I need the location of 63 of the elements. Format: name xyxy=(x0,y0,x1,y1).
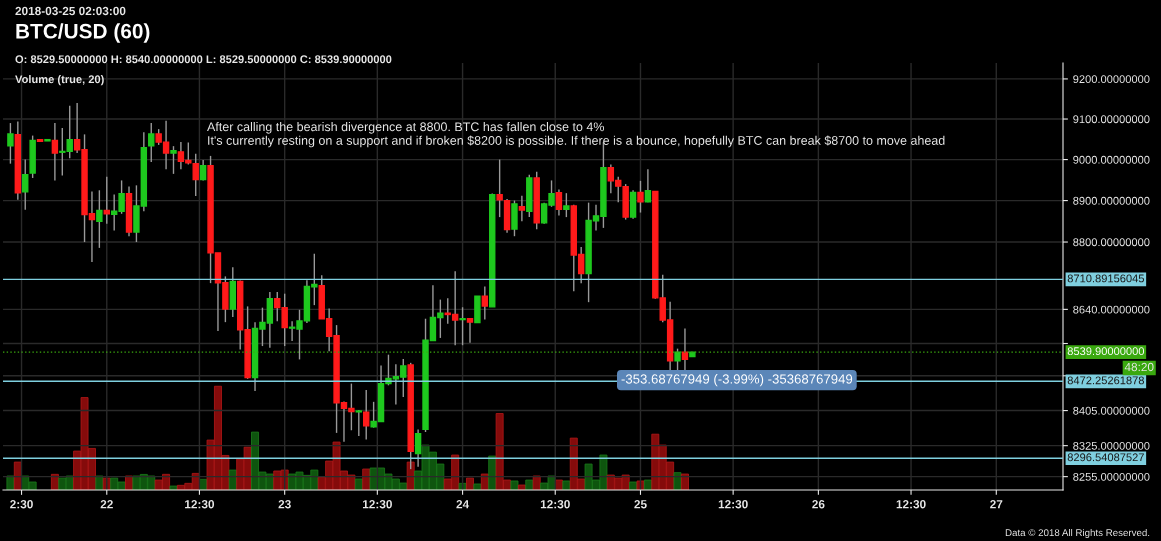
bar xyxy=(6,475,15,490)
bar xyxy=(673,472,682,490)
y-tick-label: 9100.00000000 xyxy=(1073,115,1150,124)
bar xyxy=(473,483,482,490)
ref-line-label: 8710.89156045 xyxy=(1067,274,1145,283)
candlestick xyxy=(355,409,363,437)
y-tick-label: 8800.00000000 xyxy=(1073,238,1150,247)
x-tick-label: 12:30 xyxy=(540,500,570,509)
candlestick xyxy=(496,158,503,218)
x-tick-label: 12:30 xyxy=(896,500,926,509)
x-tick-label: 26 xyxy=(812,500,825,509)
candlestick xyxy=(7,122,14,165)
candlestick xyxy=(363,389,370,441)
annotation: Volume (true, 20) xyxy=(15,75,104,86)
bar xyxy=(562,480,571,490)
x-tick-label: 2:30 xyxy=(10,500,33,509)
ref-line-label: 8472.25261878 xyxy=(1067,376,1144,385)
y-tick-label: 8640.00000000 xyxy=(1073,305,1150,314)
x-tick-label: 12:30 xyxy=(718,500,748,509)
x-tick-label: 23 xyxy=(278,500,291,509)
annotation: O: 8529.50000000 H: 8540.00000000 L: 8529.50000000 C: 8539.90000000 xyxy=(15,55,392,64)
ref-line-label: 8296.54087527 xyxy=(1067,453,1144,462)
candlestick xyxy=(22,158,29,211)
bar xyxy=(466,477,474,490)
bar xyxy=(681,473,689,490)
y-tick-label: 8405.00000000 xyxy=(1073,406,1150,415)
y-tick-label: 9000.00000000 xyxy=(1073,155,1150,164)
x-tick-label: 12:30 xyxy=(185,500,215,509)
candlestick xyxy=(644,168,652,203)
x-tick-label: 12:30 xyxy=(362,500,392,509)
candlestick xyxy=(51,122,59,182)
annotation: -353.68767949 (-3.99%) -35368767949 xyxy=(621,373,853,387)
candlestick xyxy=(148,122,155,163)
ref-line-label: 8539.90000000 xyxy=(1067,347,1145,356)
text: Data © 2018 All Rights Reserved. xyxy=(1005,528,1150,538)
x-tick-label: 22 xyxy=(100,500,113,509)
x-tick-label: 27 xyxy=(990,500,1003,509)
candlestick xyxy=(555,188,563,217)
x-tick-label: 25 xyxy=(634,500,647,509)
bar xyxy=(525,479,534,490)
text: 48:20 xyxy=(1124,362,1154,372)
text: 2018-03-25 02:03:00 xyxy=(15,6,126,16)
x-tick-label: 24 xyxy=(456,500,470,509)
y-tick-label: 9200.00000000 xyxy=(1073,75,1150,84)
candlestick xyxy=(466,318,474,344)
candlestick xyxy=(563,192,570,218)
annotation: After calling the bearish divergence at 8800. BTC has fallen close to 4% It's currently resting on a support and if broken $8200 is possible. If there is a bounce, hopefully BTC can break $8700 to move ahead xyxy=(207,122,945,148)
bar xyxy=(169,485,178,490)
candlestick xyxy=(518,194,526,222)
candlestick xyxy=(414,428,422,468)
bar xyxy=(95,475,104,490)
candlestick xyxy=(96,189,103,249)
y-tick-label: 8255.00000000 xyxy=(1073,472,1150,481)
candlestick xyxy=(637,180,644,214)
candlestick xyxy=(481,285,489,321)
chart-title: BTC/USD (60) xyxy=(16,23,150,43)
y-tick-label: 8900.00000000 xyxy=(1073,196,1150,205)
candlestick xyxy=(459,306,466,346)
candlestick xyxy=(681,327,689,371)
y-tick-label: 8325.00000000 xyxy=(1073,441,1150,450)
bar xyxy=(510,480,519,490)
candlestick xyxy=(170,145,177,175)
candlestick xyxy=(674,347,681,371)
